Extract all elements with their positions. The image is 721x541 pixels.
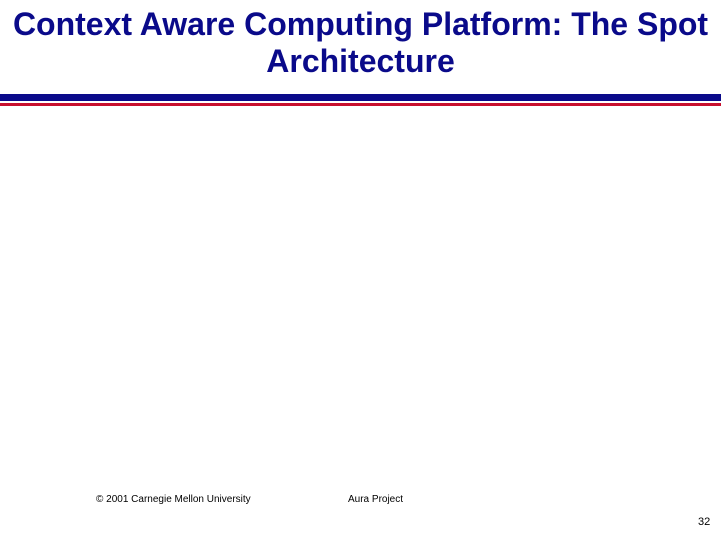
title-divider [0,94,721,106]
slide: Context Aware Computing Platform: The Sp… [0,0,721,541]
divider-bar-top [0,94,721,101]
slide-title: Context Aware Computing Platform: The Sp… [0,6,721,80]
divider-bar-bottom [0,103,721,106]
footer-copyright: © 2001 Carnegie Mellon University [96,494,251,505]
page-number: 32 [698,516,710,528]
footer-project: Aura Project [348,494,403,505]
